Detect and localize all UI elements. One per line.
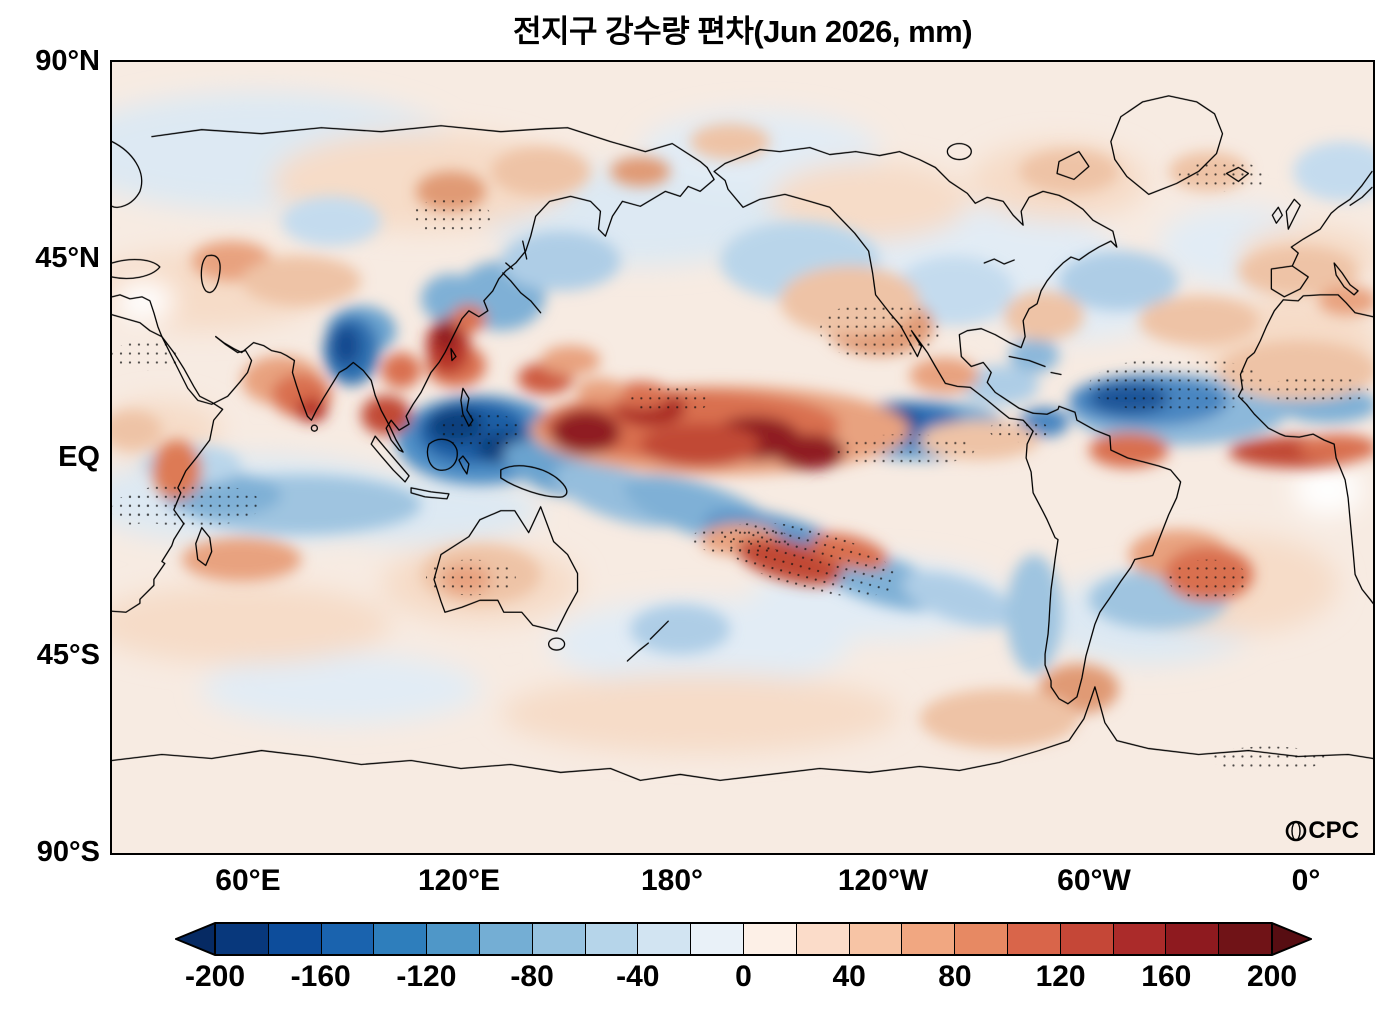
x-tick-0: 0° — [1291, 864, 1321, 897]
colorbar-segment — [1112, 922, 1166, 956]
map-panel: CPC — [110, 60, 1375, 855]
x-tick-120w: 120°W — [837, 864, 929, 897]
coastlines — [112, 95, 1373, 782]
colorbar-tick: 0 — [735, 960, 752, 993]
cpc-logo-text: CPC — [1308, 817, 1359, 844]
y-tick-45n: 45°N — [35, 241, 100, 274]
colorbar-segment — [267, 922, 321, 956]
y-tick-90n: 90°N — [35, 44, 100, 77]
colorbar-tick: -120 — [396, 960, 457, 993]
colorbar-segment — [742, 922, 796, 956]
colorbar-segment — [478, 922, 532, 956]
y-tick-45s: 45°S — [36, 638, 100, 671]
colorbar-tick: -160 — [290, 960, 351, 993]
stippling-significance-dots — [112, 161, 1369, 771]
world-anomaly-map — [112, 62, 1373, 853]
x-tick-60w: 60°W — [1057, 864, 1131, 897]
colorbar-segment — [690, 922, 743, 956]
colorbar-tick-labels: -200 -160 -120 -80 -40 0 40 80 120 160 200 — [185, 960, 1297, 1002]
colorbar-segment — [901, 922, 955, 956]
colorbar-segment — [954, 922, 1007, 956]
x-tick-120e: 120°E — [417, 864, 501, 897]
colorbar-tick: 200 — [1246, 960, 1298, 993]
colorbar-segment — [848, 922, 902, 956]
colorbar-segment — [1218, 922, 1272, 956]
colorbar-segment — [215, 922, 268, 956]
colorbar-segment — [1165, 922, 1219, 956]
chart-title: 전지구 강수량 편차(Jun 2026, mm) — [512, 14, 973, 49]
colorbar-segment — [373, 922, 427, 956]
colorbar-segment — [1059, 922, 1113, 956]
x-tick-60e: 60°E — [215, 864, 281, 897]
colorbar-segment — [795, 922, 849, 956]
colorbar — [175, 922, 1312, 956]
y-tick-eq: EQ — [58, 440, 100, 473]
colorbar-right-arrow — [1272, 922, 1312, 956]
colorbar-segment — [426, 922, 479, 956]
colorbar-segments — [215, 922, 1272, 956]
cpc-globe-icon — [1286, 820, 1307, 842]
colorbar-tick: 80 — [938, 960, 972, 993]
cpc-logo: CPC — [1285, 817, 1359, 845]
colorbar-tick: 120 — [1035, 960, 1086, 993]
colorbar-segment — [637, 922, 691, 956]
colorbar-segment — [1006, 922, 1060, 956]
colorbar-tick: -200 — [184, 960, 246, 993]
colorbar-tick: 160 — [1141, 960, 1192, 993]
colorbar-segment — [320, 922, 374, 956]
colorbar-segment — [531, 922, 585, 956]
x-tick-180: 180° — [640, 864, 704, 897]
colorbar-tick: 40 — [832, 960, 866, 993]
colorbar-tick: -40 — [616, 960, 660, 993]
colorbar-segment — [584, 922, 638, 956]
colorbar-left-arrow — [175, 922, 215, 956]
y-tick-90s: 90°S — [36, 835, 100, 868]
colorbar-tick: -80 — [510, 960, 554, 993]
